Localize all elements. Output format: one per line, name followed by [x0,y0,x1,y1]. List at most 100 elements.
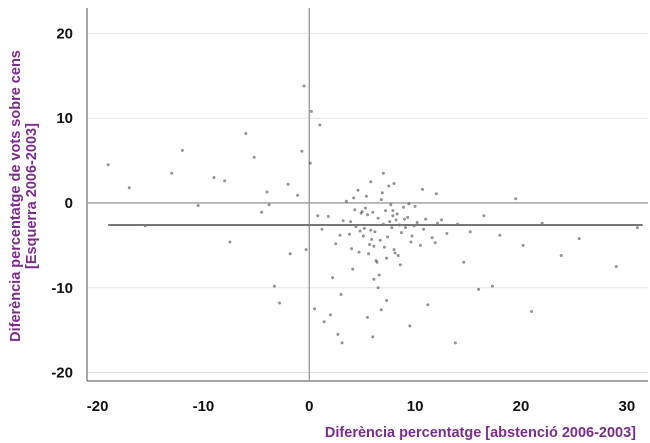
data-point [388,220,392,224]
data-point [320,227,324,231]
data-point [278,301,282,305]
data-point [434,192,438,196]
data-point [430,236,434,240]
data-point [381,171,385,175]
grid-lines [86,8,648,382]
x-tick-label: 0 [305,398,313,415]
data-point [440,218,444,222]
data-point [286,182,290,186]
data-point [614,265,618,269]
data-point [360,210,364,213]
data-point [366,315,369,319]
data-point [302,84,306,88]
data-point [393,251,397,255]
data-point [399,231,403,235]
data-point [318,123,322,127]
data-point [288,252,292,256]
data-point [341,219,345,223]
data-point [308,161,312,165]
data-point [392,248,396,252]
data-point [385,299,389,302]
data-point [490,284,494,288]
data-point [350,247,354,251]
data-point [373,230,377,234]
data-point [356,188,360,192]
y-axis-title-line-2: [Esquerra 2006-2003] [24,123,40,269]
data-point [418,243,422,247]
data-point [170,171,174,175]
data-point [635,226,639,230]
data-point [212,176,216,179]
data-point [426,303,430,307]
y-tick-label: -10 [51,280,73,297]
data-point [340,341,344,345]
data-point [351,267,355,271]
data-point [406,215,410,219]
data-point [223,179,227,183]
data-point [462,260,466,264]
data-point [106,163,110,167]
data-point [413,204,417,208]
data-point [326,215,330,218]
data-point [339,293,343,296]
tick-labels: -20 -10 0 10 20 30 -20 -10 0 10 20 [51,25,635,415]
data-point [378,238,382,242]
data-point [296,193,300,197]
data-point [530,310,534,313]
data-point [477,287,481,291]
data-point [577,237,581,241]
data-point [433,241,437,245]
data-point [369,228,373,232]
data-point [329,313,332,317]
data-point [379,198,383,202]
data-point [371,210,375,214]
data-point [357,250,361,254]
data-point [344,199,348,203]
data-point [367,252,371,256]
y-tick-label: -20 [51,365,73,382]
data-point [410,234,414,238]
data-point [468,230,472,234]
data-point [422,227,426,231]
data-point [370,237,374,241]
data-point [415,221,419,224]
data-point [369,180,373,184]
data-point [408,324,412,328]
data-point [382,245,386,249]
data-point [389,203,393,207]
data-point [362,226,366,230]
data-point [348,232,351,236]
data-point [196,204,200,207]
data-point [379,308,383,312]
data-point [390,226,394,230]
data-point [366,213,369,217]
x-tick-label: -10 [193,398,215,415]
y-tick-label: 0 [65,195,73,212]
data-point [376,286,380,290]
data-point [377,273,381,277]
data-point [331,276,335,280]
data-point [272,284,276,288]
data-point [384,209,387,213]
data-point [559,254,563,257]
data-point [376,216,380,220]
data-point [349,220,353,224]
y-tick-label: 20 [56,25,73,42]
data-point [316,214,320,218]
data-point [361,234,365,238]
y-tick-label: 10 [56,110,73,127]
data-point [392,182,396,185]
data-point [453,341,457,345]
data-point [260,210,264,214]
data-point [371,335,375,339]
data-point [336,332,340,336]
data-point [391,209,395,213]
reference-lines [87,8,648,381]
data-point [402,205,405,209]
data-point [445,232,449,235]
data-point [404,226,408,230]
x-tick-label: -20 [87,398,109,415]
y-axis-title-group: Diferència percentatge de vots sobre cen… [8,50,40,342]
data-point [407,202,411,206]
